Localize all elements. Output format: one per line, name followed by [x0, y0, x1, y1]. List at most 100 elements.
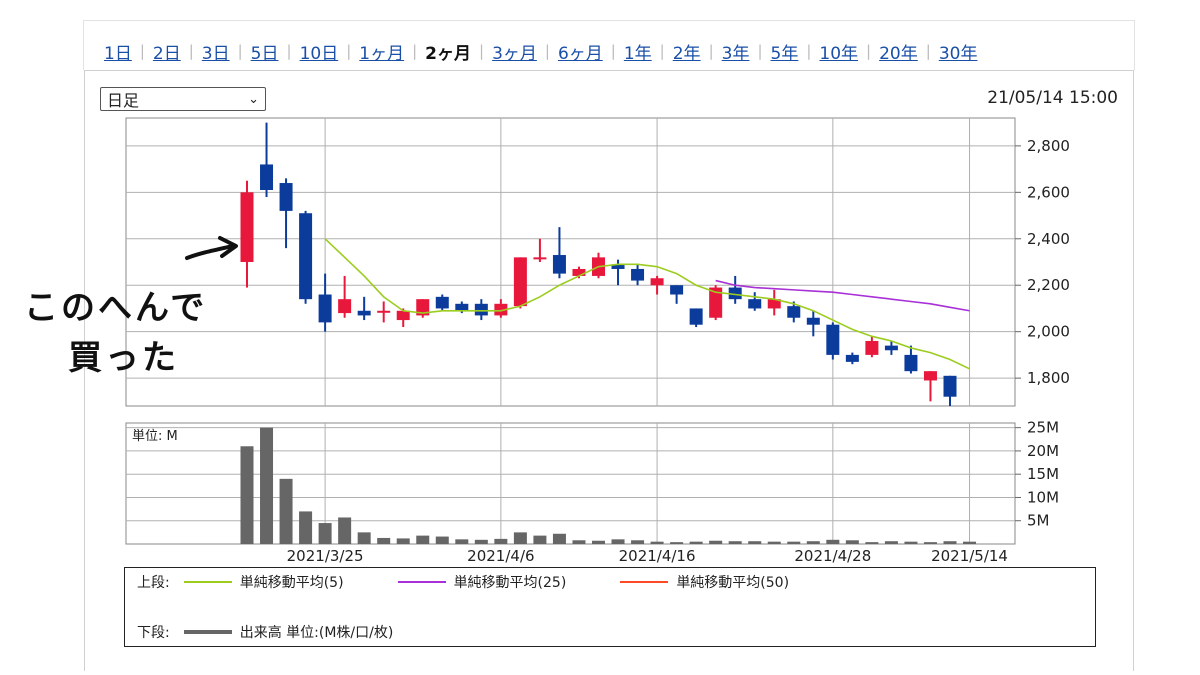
legend-sma5-swatch	[183, 581, 232, 583]
candle-body	[650, 278, 664, 286]
volume-bar	[650, 541, 664, 544]
volume-bar	[474, 539, 488, 544]
candle-body	[923, 371, 937, 381]
tab-separator: |	[286, 42, 292, 60]
tab-period-5[interactable]: 1ヶ月	[359, 43, 405, 64]
legend-sma25-swatch	[397, 581, 446, 583]
candle-body	[455, 303, 469, 311]
volume-tick-label: 5M	[1027, 512, 1050, 530]
tab-separator: |	[610, 42, 616, 60]
tab-period-4[interactable]: 10日	[299, 43, 339, 64]
candle-body	[552, 255, 566, 274]
candle-body	[904, 354, 918, 372]
candle-body	[943, 375, 957, 397]
volume-bar	[357, 532, 371, 544]
volume-bar	[455, 539, 469, 544]
price-tick-label: 2,400	[1027, 230, 1070, 248]
tab-separator: |	[806, 42, 812, 60]
tab-separator: |	[866, 42, 872, 60]
candle-body	[299, 213, 313, 300]
volume-bar	[943, 541, 957, 544]
legend-sma25-label: 単純移動平均(25)	[453, 575, 567, 591]
volume-bar	[865, 542, 879, 544]
volume-tick-label: 25M	[1027, 419, 1059, 437]
volume-bar	[728, 541, 742, 544]
tab-period-11[interactable]: 3年	[721, 43, 750, 64]
arrow-head-icon	[218, 236, 238, 258]
legend-sma50-label: 単純移動平均(50)	[676, 575, 790, 591]
price-tick-label: 2,000	[1027, 323, 1070, 341]
volume-tick-label: 10M	[1027, 488, 1059, 506]
tab-period-3[interactable]: 5日	[250, 43, 279, 64]
legend-upper-row: 上段: 単純移動平均(5) 単純移動平均(25) 単純移動平均(50)	[137, 572, 835, 592]
volume-bar	[240, 446, 254, 544]
legend-lower-label: 下段:	[137, 625, 170, 641]
volume-bar	[338, 517, 352, 544]
tab-separator: |	[188, 42, 194, 60]
volume-bar	[318, 523, 332, 544]
volume-bar	[826, 539, 840, 544]
candle-body	[260, 164, 274, 190]
volume-panel-border	[125, 422, 1016, 545]
tab-period-9[interactable]: 1年	[623, 43, 652, 64]
candle-body	[689, 308, 703, 325]
x-tick-label: 2021/4/6	[467, 547, 534, 565]
tab-period-10[interactable]: 2年	[672, 43, 701, 64]
tab-period-8[interactable]: 6ヶ月	[557, 43, 603, 64]
candle-body	[748, 299, 762, 309]
tab-period-1[interactable]: 2日	[152, 43, 181, 64]
tab-separator: |	[139, 42, 145, 60]
volume-bar	[923, 542, 937, 544]
tab-period-13[interactable]: 10年	[819, 43, 859, 64]
tab-separator: |	[237, 42, 243, 60]
chart-frame	[84, 70, 1134, 671]
candle-period-value: 日足	[107, 91, 140, 110]
volume-bar	[689, 541, 703, 544]
tab-period-7[interactable]: 3ヶ月	[492, 43, 537, 64]
volume-tick-label: 15M	[1027, 465, 1059, 483]
legend-volume-swatch	[183, 630, 232, 634]
candle-body	[533, 257, 547, 260]
volume-bar	[845, 540, 859, 544]
tab-period-15[interactable]: 30年	[938, 43, 978, 64]
frame-left-border	[83, 20, 84, 70]
tab-separator: |	[544, 42, 550, 60]
chevron-down-icon: ⌄	[248, 91, 259, 107]
volume-bar	[260, 427, 274, 544]
candle-body	[240, 192, 254, 262]
period-tabs: 1日 | 2日 | 3日 | 5日 | 10日 | 1ヶ月 | 2ヶ月 | 3ヶ月 | 6ヶ月 | 1年 | 2年 | 3年…	[96, 34, 985, 68]
volume-bar	[884, 541, 898, 544]
candle-body	[670, 285, 684, 295]
sma25-line	[715, 279, 970, 312]
candle-body	[611, 264, 625, 269]
tab-period-12[interactable]: 5年	[770, 43, 799, 64]
candle-body	[884, 345, 898, 351]
tab-period-6[interactable]: 2ヶ月	[425, 43, 471, 64]
x-tick-label: 2021/5/14	[931, 547, 1008, 565]
volume-bar	[787, 541, 801, 544]
tab-period-0[interactable]: 1日	[104, 43, 132, 64]
tab-period-14[interactable]: 20年	[879, 43, 918, 64]
volume-bar	[963, 541, 977, 544]
candle-body	[787, 306, 801, 318]
volume-bar	[279, 478, 293, 544]
tab-period-2[interactable]: 3日	[201, 43, 230, 64]
tab-separator: |	[412, 42, 418, 60]
volume-bar	[748, 541, 762, 544]
tab-separator: |	[346, 42, 352, 60]
volume-bar	[494, 538, 508, 544]
volume-bar	[533, 535, 547, 544]
candle-body	[338, 299, 352, 314]
x-tick-label: 2021/3/25	[287, 547, 364, 565]
price-panel-border	[125, 117, 1016, 407]
legend-lower-row: 下段: 出来高 単位:(M株/口/枚)	[137, 622, 393, 642]
candle-body	[416, 299, 430, 316]
candle-body	[279, 183, 293, 211]
candle-body	[845, 354, 859, 362]
volume-bar	[631, 540, 645, 544]
candle-body	[318, 294, 332, 323]
candle-body	[865, 340, 879, 355]
candle-period-select[interactable]: 日足 ⌄	[100, 87, 266, 111]
tab-separator: |	[925, 42, 931, 60]
